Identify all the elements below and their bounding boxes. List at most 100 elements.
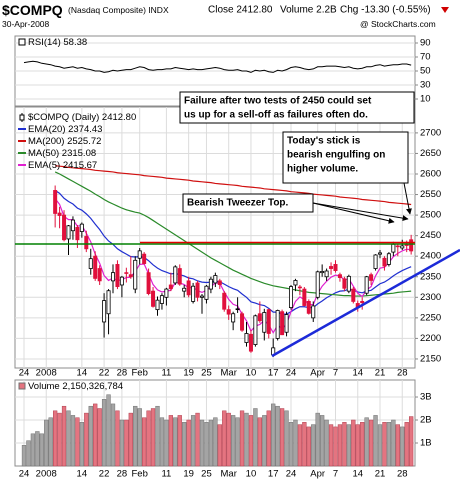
- volume-bar: [315, 412, 320, 467]
- candle-body: [360, 301, 365, 304]
- x-tick-label: 14: [77, 368, 88, 379]
- annotation-box: [179, 91, 415, 124]
- candle-body: [53, 190, 58, 214]
- volume-bar: [57, 412, 62, 467]
- symbol-name: (Nasdaq Composite) INDX: [68, 5, 169, 15]
- date: 30-Apr-2008: [2, 19, 50, 29]
- volume-bar: [222, 410, 227, 467]
- candle-body: [346, 275, 351, 292]
- candle-body: [306, 301, 311, 314]
- candle-body: [217, 280, 222, 285]
- volume-bar: [373, 415, 378, 467]
- y-tick-label: 10: [420, 94, 431, 105]
- y-tick-label: 30: [420, 80, 431, 91]
- x-tick-label: 21: [375, 469, 386, 480]
- volume-bar: [110, 403, 116, 467]
- volume-bar: [297, 424, 303, 467]
- candle-body: [70, 219, 75, 232]
- volume-bar: [106, 394, 111, 467]
- volume-bar: [159, 417, 165, 467]
- x-tick-label: 22: [99, 469, 110, 480]
- x-tick-label: 28: [117, 368, 128, 379]
- candle-body: [124, 272, 129, 274]
- volume-bar: [155, 405, 160, 467]
- annotation-text: Bearish Tweezer Top.: [187, 198, 289, 209]
- candle-body: [137, 250, 142, 259]
- candle-body: [382, 257, 387, 267]
- volume-bar: [199, 419, 205, 467]
- volume-bar: [377, 424, 383, 467]
- legend-name: Volume: [28, 381, 60, 392]
- volume-bar: [75, 417, 80, 467]
- y-tick-label: 2550: [420, 189, 441, 200]
- candle-body: [284, 314, 289, 333]
- volume-bar: [364, 417, 369, 467]
- legend-entry: $COMPQ (Daily) 2412.80: [28, 112, 136, 123]
- candle-body: [377, 252, 382, 255]
- volume-bar: [284, 410, 289, 467]
- volume-bar: [30, 433, 36, 467]
- candle-body: [106, 290, 111, 315]
- candle-body: [102, 300, 107, 323]
- volume-bar: [288, 422, 294, 467]
- legend-name: RSI(14): [28, 37, 61, 48]
- candle-body: [320, 271, 325, 274]
- annotation-box: [182, 193, 314, 213]
- candle-body: [173, 266, 178, 284]
- volume-bar: [84, 412, 89, 467]
- x-tick-label: 24: [19, 469, 30, 480]
- legend-name: EMA(5): [28, 160, 60, 171]
- candle-body: [182, 287, 187, 292]
- volume-bar: [53, 410, 58, 467]
- y-tick-label: 2300: [420, 292, 441, 303]
- volume-bar: [360, 422, 365, 467]
- candle-body: [337, 274, 342, 278]
- volume-bar: [262, 415, 267, 467]
- candle-body: [409, 239, 414, 252]
- candle-body: [351, 288, 356, 302]
- legend-icon: [18, 382, 26, 390]
- candle-body: [133, 259, 138, 290]
- annotation-text: Failure after two tests of 2450 could se…: [184, 96, 372, 107]
- candle-body: [226, 309, 231, 315]
- x-tick-label: 7: [333, 368, 338, 379]
- x-tick-label: 21: [375, 368, 386, 379]
- candle-body: [235, 308, 240, 311]
- candle-body: [364, 276, 369, 294]
- legend-entry: EMA(5) 2415.67: [28, 160, 97, 171]
- volume-bar: [311, 424, 316, 467]
- volume-bar: [66, 410, 71, 467]
- candle-body: [186, 280, 191, 296]
- x-tick-label: 19: [183, 469, 194, 480]
- volume-bar: [302, 422, 307, 467]
- volume-bar: [391, 419, 396, 467]
- trend-line: [271, 248, 460, 358]
- x-tick-label: 10: [246, 368, 257, 379]
- annotation-text: Today's stick is: [287, 136, 361, 147]
- legend-value: 2525.72: [67, 136, 101, 147]
- candle-body: [280, 311, 285, 336]
- candle-body: [275, 310, 280, 339]
- candle-body: [244, 333, 249, 343]
- y-tick-label: 70: [420, 52, 431, 63]
- volume-bar: [226, 412, 231, 467]
- y-tick-label: 50: [420, 66, 431, 77]
- y-tick-label: 2700: [420, 127, 441, 138]
- x-tick-label: Feb: [132, 469, 148, 480]
- candle-body: [177, 268, 182, 285]
- volume-bar: [235, 417, 240, 467]
- x-tick-label: 28: [397, 469, 408, 480]
- volume-bar: [271, 403, 276, 467]
- x-tick-label: 2008: [36, 368, 57, 379]
- volume-bar: [93, 403, 98, 467]
- volume-bar: [306, 426, 311, 467]
- candle-body: [199, 295, 204, 298]
- volume-bar: [257, 417, 263, 467]
- volume-bar: [101, 399, 107, 467]
- candle-body: [57, 212, 62, 216]
- volume-bar: [342, 422, 347, 467]
- volume-bar: [253, 408, 258, 467]
- volume-bar: [248, 415, 254, 467]
- x-tick-label: 24: [286, 368, 297, 379]
